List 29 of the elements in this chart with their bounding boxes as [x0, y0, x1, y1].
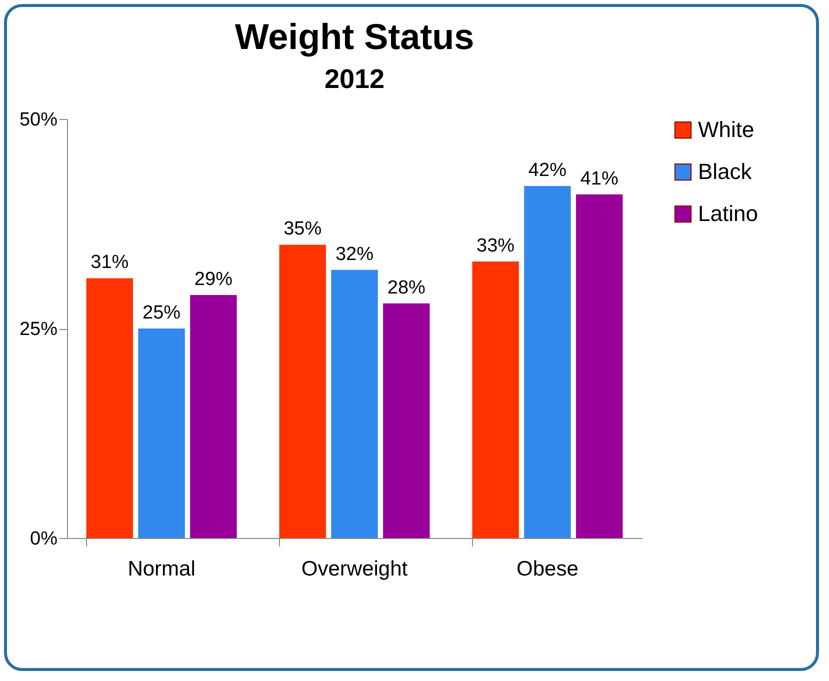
chart-subtitle: 2012	[324, 64, 385, 94]
bar	[472, 261, 519, 538]
bar	[576, 194, 623, 538]
y-tick-label: 50%	[19, 110, 58, 130]
data-label: 35%	[284, 218, 322, 240]
y-tick-label: 25%	[19, 319, 58, 340]
data-label: 42%	[528, 160, 567, 182]
data-label: 25%	[142, 302, 181, 324]
bar	[331, 270, 378, 538]
legend-label: White	[698, 117, 754, 142]
bar	[190, 294, 237, 538]
y-tick-label: 0%	[30, 528, 58, 550]
data-label: 28%	[387, 277, 426, 298]
bar	[524, 186, 571, 538]
legend-label: Black	[698, 159, 753, 184]
bar	[279, 244, 326, 538]
chart-title: Weight Status	[234, 16, 474, 57]
bar	[86, 278, 134, 538]
data-label: 32%	[335, 244, 374, 265]
data-label: 29%	[194, 268, 233, 290]
data-label: 31%	[90, 252, 129, 274]
bar	[383, 303, 430, 538]
legend-label: Latino	[698, 201, 758, 226]
data-label: 41%	[580, 168, 618, 190]
x-tick-label: Normal	[128, 558, 196, 580]
data-label: 33%	[476, 235, 515, 256]
x-tick-label: Overweight	[301, 558, 408, 580]
bar	[138, 328, 185, 538]
x-tick-label: Obese	[516, 558, 578, 580]
